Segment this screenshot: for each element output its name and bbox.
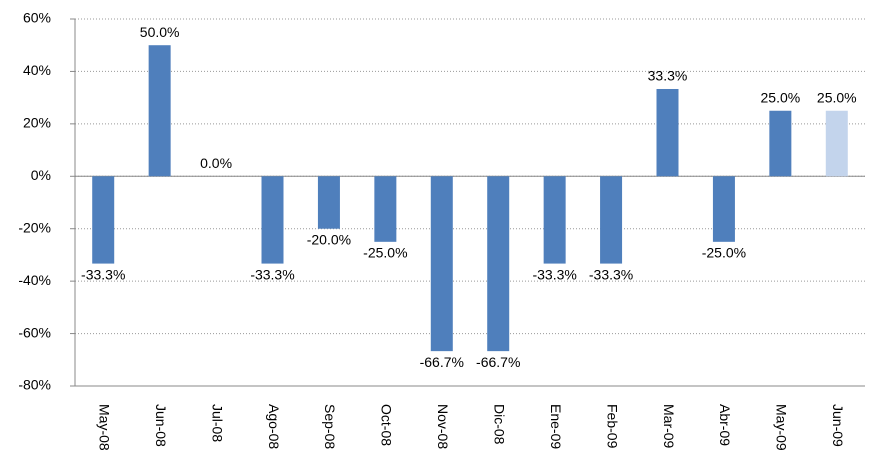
data-label: -33.3%: [81, 266, 125, 282]
x-tick-label: Abr-09: [717, 404, 733, 446]
data-label: -20.0%: [307, 231, 351, 247]
data-label: 0.0%: [200, 155, 232, 171]
data-label: -66.7%: [420, 354, 464, 370]
x-tick-label: Sep-08: [322, 404, 338, 449]
y-tick-label: -80%: [18, 377, 51, 393]
bar: [317, 176, 340, 229]
x-tick-label: Jun-08: [153, 404, 169, 447]
x-tick-label: Dic-08: [492, 404, 508, 445]
bar: [487, 176, 510, 352]
x-tick-label: Jul-08: [209, 404, 225, 442]
data-label: 25.0%: [761, 89, 801, 105]
x-tick-label: May-09: [774, 404, 790, 451]
data-label: -66.7%: [476, 354, 520, 370]
data-label: -33.3%: [589, 266, 633, 282]
y-tick-label: 0%: [31, 167, 51, 183]
bar: [543, 176, 566, 264]
x-tick-label: Mar-09: [661, 404, 677, 449]
y-tick-label: -60%: [18, 324, 51, 340]
bar: [769, 110, 792, 177]
y-tick-label: 60%: [23, 10, 51, 26]
bar: [825, 110, 848, 177]
bar: [374, 176, 397, 242]
x-tick-label: May-08: [97, 404, 113, 451]
y-tick-label: 20%: [23, 115, 51, 131]
bar: [261, 176, 284, 264]
bar: [148, 45, 171, 177]
x-tick-label: Nov-08: [435, 404, 451, 449]
x-tick-label: Oct-08: [379, 404, 395, 446]
y-tick-label: -40%: [18, 272, 51, 288]
x-tick-label: Feb-09: [604, 404, 620, 449]
data-label: 33.3%: [648, 68, 688, 84]
x-tick-label: Ene-09: [548, 404, 564, 449]
bar: [92, 176, 115, 264]
data-label: -25.0%: [363, 245, 407, 261]
y-tick-label: -20%: [18, 219, 51, 235]
data-label: 25.0%: [817, 89, 857, 105]
x-tick-label: Jun-09: [830, 404, 846, 447]
bar: [656, 88, 679, 177]
bar: [712, 176, 735, 242]
data-label: -25.0%: [702, 245, 746, 261]
data-label: -33.3%: [250, 266, 294, 282]
bar: [430, 176, 453, 352]
bar: [600, 176, 623, 264]
x-tick-label: Ago-08: [266, 404, 282, 449]
y-tick-label: 40%: [23, 62, 51, 78]
data-label: 50.0%: [140, 24, 180, 40]
data-label: -33.3%: [532, 266, 576, 282]
